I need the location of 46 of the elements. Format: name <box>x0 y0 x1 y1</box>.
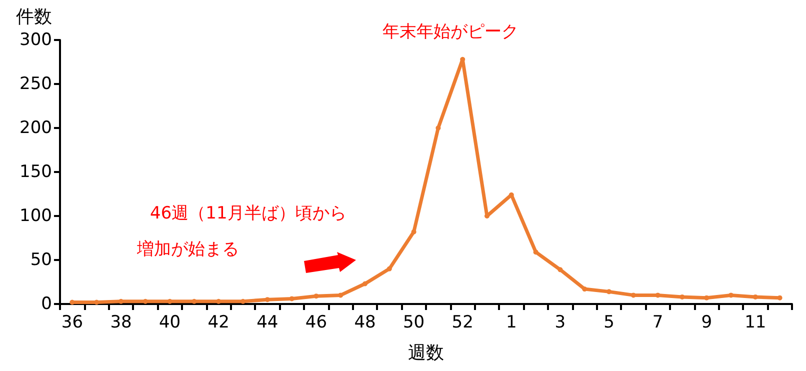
point <box>680 294 685 300</box>
x-tick-label: 50 <box>402 312 425 332</box>
point <box>289 296 294 302</box>
y-tick-label: 0 <box>41 294 52 314</box>
y-tick-label: 300 <box>20 30 52 50</box>
y-tick-label: 50 <box>30 250 52 270</box>
y-tick-label: 250 <box>20 74 52 94</box>
annotation: 増加が始まる <box>136 240 239 260</box>
point <box>314 294 319 299</box>
x-tick-label: 36 <box>61 312 84 332</box>
point <box>118 298 124 304</box>
annotation: 年末年始がピーク <box>382 22 519 42</box>
x-tick-label: 46 <box>305 312 328 332</box>
point <box>704 295 710 300</box>
y-tick-label: 150 <box>20 162 52 182</box>
y-tick-label: 200 <box>20 118 52 138</box>
point <box>192 298 197 304</box>
x-tick-label: 44 <box>256 312 278 332</box>
point <box>533 250 538 255</box>
x-tick-label: 48 <box>354 312 376 332</box>
x-tick-label: 42 <box>208 312 230 332</box>
x-tick-label: 5 <box>604 312 614 332</box>
point <box>728 292 734 298</box>
x-tick-label: 38 <box>110 312 132 332</box>
point <box>777 295 782 300</box>
x-tick-label: 40 <box>158 312 181 332</box>
x-tick-label: 52 <box>452 312 474 332</box>
point <box>167 298 172 304</box>
x-tick-label: 1 <box>506 312 517 332</box>
x-tick-label: 7 <box>652 312 664 332</box>
x-axis-title: 週数 <box>408 342 444 364</box>
x-tick-label: 9 <box>701 312 712 332</box>
point <box>338 292 344 298</box>
annotation: 46週（11月半ば）頃から <box>150 204 346 224</box>
point <box>411 229 416 234</box>
y-tick-label: 100 <box>20 206 52 226</box>
point <box>606 289 612 294</box>
point <box>558 267 563 272</box>
point <box>240 298 246 304</box>
y-axis-title: 件数 <box>16 6 52 28</box>
point <box>630 292 636 298</box>
point <box>362 281 368 286</box>
x-tick-label: 11 <box>744 312 766 332</box>
point <box>436 126 441 130</box>
point <box>386 266 392 272</box>
x-tick-label: 3 <box>554 312 566 332</box>
